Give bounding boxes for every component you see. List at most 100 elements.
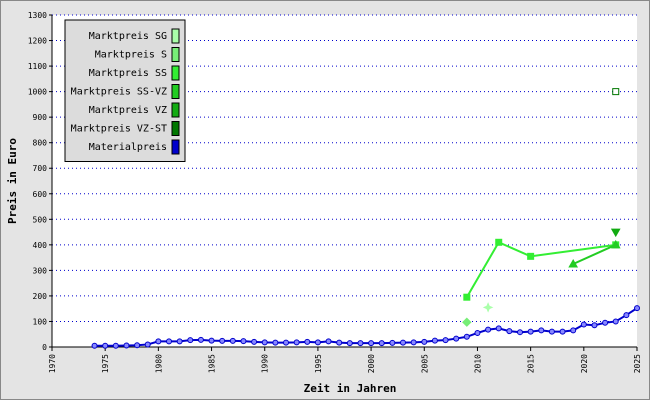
point [102, 342, 109, 349]
point [602, 319, 609, 326]
y-tick-label: 300 [33, 266, 48, 275]
series-line [572, 243, 617, 265]
y-tick-label: 1000 [28, 88, 47, 97]
legend-label: Marktpreis VZ [89, 105, 167, 116]
x-tick-label: 1995 [314, 354, 323, 373]
point [495, 325, 502, 332]
y-tick-label: 1100 [28, 62, 47, 71]
x-tick-label: 1975 [101, 354, 110, 373]
legend-swatch [171, 65, 180, 81]
point [336, 339, 343, 346]
point [610, 228, 621, 238]
legend-box [64, 19, 186, 162]
point [272, 339, 279, 346]
point [591, 322, 598, 329]
point [283, 339, 289, 346]
point [548, 328, 555, 335]
point [144, 341, 151, 348]
legend-swatch [171, 102, 180, 118]
point [559, 328, 566, 335]
point [325, 338, 332, 345]
point [431, 337, 438, 344]
series-line [94, 307, 638, 347]
point [112, 342, 119, 349]
point [506, 328, 513, 335]
x-tick-label: 1970 [48, 354, 57, 373]
y-tick-label: 600 [33, 190, 48, 199]
point [389, 339, 396, 346]
series-line [465, 241, 616, 298]
x-tick-label: 1990 [261, 354, 270, 373]
point [453, 335, 460, 342]
point [208, 337, 215, 344]
y-tick-label: 1200 [28, 37, 47, 46]
point [134, 342, 141, 349]
y-tick-label: 200 [33, 292, 48, 301]
x-tick-label: 2005 [420, 354, 429, 373]
point [570, 327, 577, 334]
point [261, 339, 268, 346]
legend-swatch [171, 84, 180, 99]
y-tick-label: 400 [33, 241, 48, 250]
point [378, 340, 385, 347]
point [463, 293, 471, 301]
y-tick-label: 100 [33, 317, 48, 326]
point [442, 337, 449, 344]
x-tick-label: 1980 [154, 354, 163, 373]
point [485, 326, 492, 333]
point [357, 340, 364, 347]
legend-swatch [171, 139, 180, 155]
point [612, 88, 620, 96]
legend-label: Marktpreis SS [89, 68, 167, 79]
point [304, 338, 311, 345]
point [293, 339, 300, 346]
point [610, 239, 621, 249]
legend-label: Marktpreis SS-VZ [71, 87, 167, 98]
point [346, 340, 353, 347]
point [314, 339, 321, 346]
point [527, 328, 534, 335]
x-axis-label: Zeit in Jahren [304, 382, 397, 395]
point [368, 340, 375, 347]
legend-label: Marktpreis VZ-ST [71, 124, 167, 135]
y-tick-label: 800 [33, 139, 48, 148]
x-tick-label: 2000 [367, 354, 376, 373]
legend-label: Materialpreis [89, 142, 167, 153]
x-tick-label: 2010 [473, 354, 482, 373]
y-axis-label: Preis in Euro [6, 138, 19, 224]
point [527, 252, 535, 260]
legend-swatch [171, 47, 180, 62]
point [219, 337, 226, 344]
point [634, 305, 640, 312]
y-tick-label: 500 [33, 215, 48, 224]
point [421, 338, 428, 345]
point [495, 238, 503, 246]
x-tick-label: 2020 [580, 354, 589, 373]
point [463, 333, 470, 340]
x-tick-label: 1985 [208, 354, 217, 373]
point [517, 329, 523, 336]
legend-swatch [171, 121, 180, 136]
point [474, 329, 481, 336]
point [538, 327, 545, 334]
point [91, 342, 98, 349]
point [482, 302, 494, 313]
x-tick-label: 2015 [527, 354, 536, 373]
point [155, 338, 162, 345]
point [568, 258, 579, 268]
point [251, 338, 258, 345]
y-tick-label: 1300 [28, 11, 47, 20]
legend-label: Marktpreis SG [89, 31, 167, 42]
point [400, 339, 406, 346]
point [229, 337, 236, 344]
point [187, 337, 194, 344]
point [176, 338, 183, 345]
point [240, 338, 247, 345]
legend-swatch [171, 28, 180, 44]
point [197, 336, 204, 343]
y-tick-label: 0 [42, 343, 47, 352]
y-tick-label: 700 [33, 164, 48, 173]
legend-label: Marktpreis S [95, 50, 167, 61]
point [410, 339, 417, 346]
